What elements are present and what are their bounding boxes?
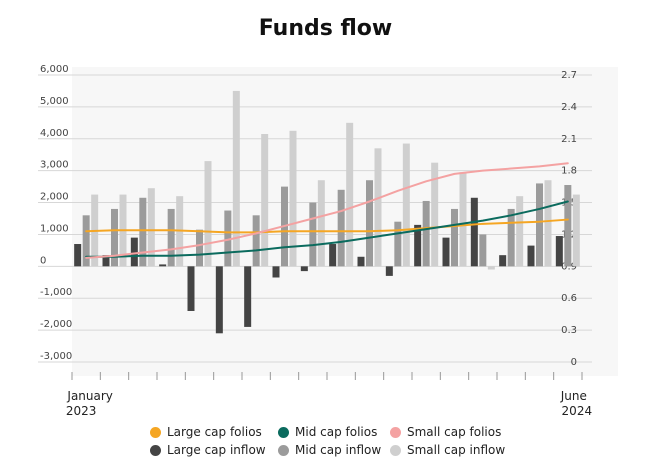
bar [470,197,478,267]
legend-item: Large cap folios [150,425,278,439]
bar [366,180,373,267]
bar [139,197,147,267]
bar [357,256,365,267]
series-line [85,162,569,259]
bar [451,208,458,267]
bar [289,130,297,267]
bar [394,221,402,267]
bar [564,185,572,267]
bar [346,122,354,267]
bar [317,180,325,267]
legend-label: Large cap inflow [167,443,266,457]
chart-legend: Large cap folios Mid cap folios Small ca… [150,425,530,457]
legend-label: Small cap folios [407,425,502,439]
legend-item: Large cap inflow [150,443,278,457]
bar [516,196,524,267]
y-left-tick-label: 5,000 [40,96,69,107]
legend-label: Mid cap folios [295,425,378,439]
bar [224,210,232,267]
legend-swatch [278,444,289,456]
bar [329,244,337,267]
bar [459,172,467,267]
bar [159,264,167,267]
legend-swatch [278,426,289,438]
bar [130,237,138,267]
y-right-tick-label: 0.6 [561,293,577,304]
y-left-tick-label: -3,000 [40,351,72,362]
bar [82,215,90,267]
bar [215,266,223,334]
legend-label: Mid cap inflow [295,443,382,457]
bar [300,266,308,272]
bar [111,208,118,267]
y-left-tick-label: 0 [40,255,46,266]
bar [337,189,345,267]
y-right-tick-label: 0.9 [561,261,577,272]
bar [196,229,203,267]
y-left-tick-label: 4,000 [40,128,69,139]
chart-title: Funds flow [258,16,393,41]
series-line [85,218,569,234]
y-right-tick-label: 0 [571,357,577,368]
bar [507,208,515,267]
x-tick-label-year: 2023 [66,404,97,418]
bar [487,266,495,270]
series-line [85,200,569,258]
bar [261,133,269,267]
y-left-tick-label: -1,000 [40,287,72,298]
legend-swatch [390,426,401,438]
bar [544,180,552,267]
legend-label: Small cap inflow [407,443,506,457]
legend-item: Mid cap inflow [278,443,390,457]
y-right-tick-label: 2.1 [561,134,577,145]
y-left-tick-label: 6,000 [40,64,69,75]
bar [167,208,175,267]
bar [442,237,450,267]
bar [572,194,580,267]
bar [232,90,240,267]
bar [431,162,439,267]
x-tick-label-month: January [66,389,113,403]
bar [479,234,487,267]
y-right-tick-label: 1.8 [561,166,577,177]
x-tick-label-month: June [560,389,587,403]
legend-item: Mid cap folios [278,425,390,439]
bar [252,215,260,267]
bar [536,183,543,267]
bar [422,200,430,267]
legend-item: Small cap inflow [390,443,530,457]
bar [272,266,280,278]
legend-swatch [390,444,401,456]
legend-swatch [150,426,161,438]
bar [402,143,410,267]
y-right-tick-label: 2.7 [561,70,577,81]
bar [555,236,563,267]
bar [499,255,507,267]
bar [204,161,212,267]
y-left-tick-label: 1,000 [40,223,69,234]
x-tick-label-year: 2024 [562,404,593,418]
legend-swatch [150,444,161,456]
legend-label: Large cap folios [167,425,262,439]
y-left-tick-label: 3,000 [40,160,69,171]
bar [147,188,155,267]
y-left-tick-label: -2,000 [40,319,72,330]
y-left-tick-label: 2,000 [40,192,69,203]
bar [414,224,422,267]
bar [102,255,110,267]
bar [385,266,393,276]
bar [244,266,252,327]
y-right-tick-label: 0.3 [561,325,577,336]
bar [309,202,317,267]
bar [74,244,82,267]
bar [187,266,195,311]
y-right-tick-label: 2.4 [561,102,577,113]
bar [374,148,382,267]
legend-item: Small cap folios [390,425,530,439]
bar [527,245,535,267]
